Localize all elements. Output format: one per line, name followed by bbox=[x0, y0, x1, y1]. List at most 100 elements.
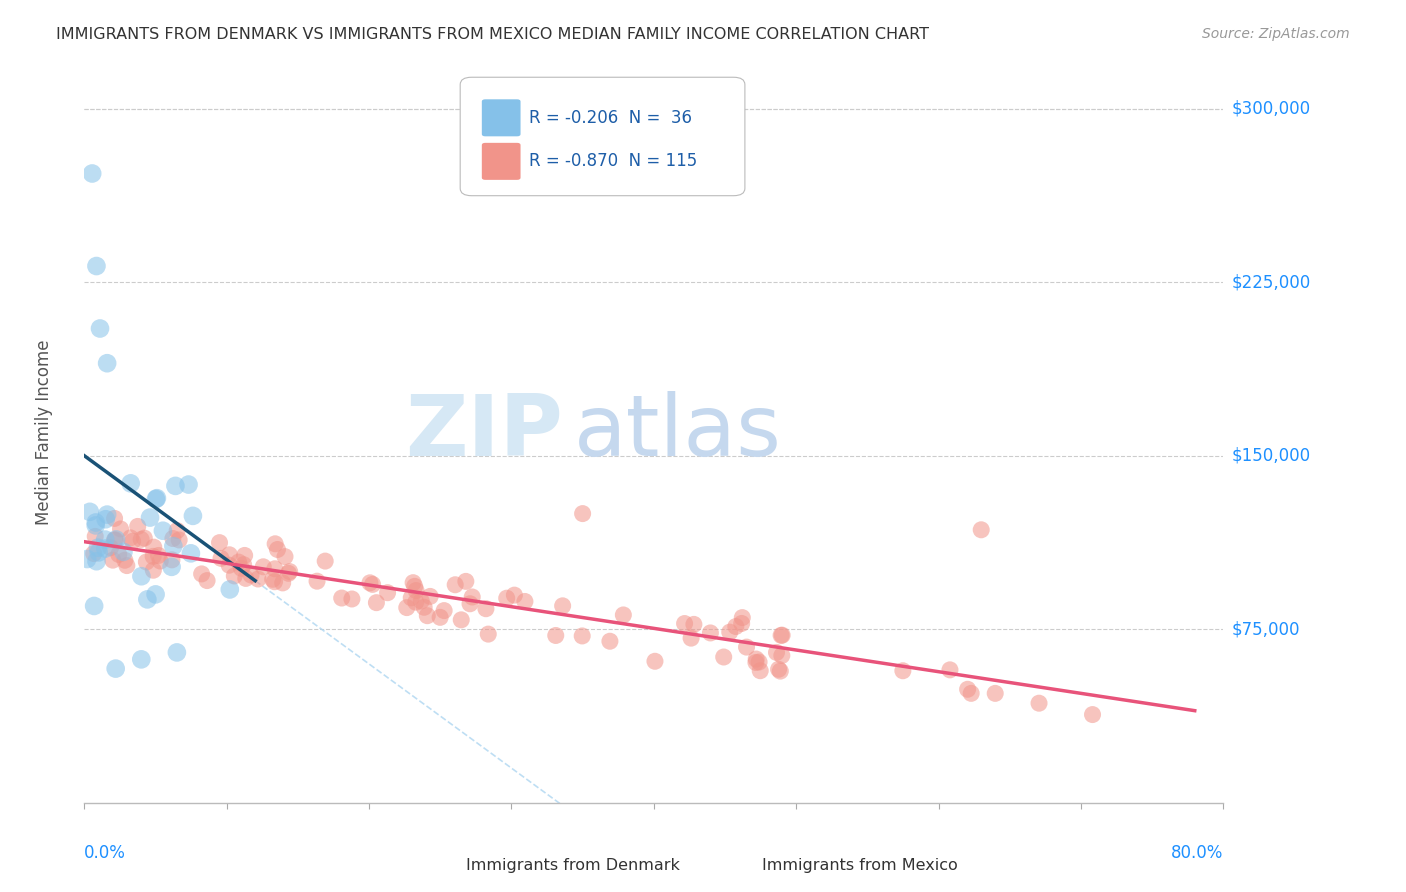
Point bbox=[231, 561, 253, 575]
Point bbox=[271, 575, 294, 590]
Point bbox=[477, 627, 499, 641]
Point bbox=[142, 540, 165, 554]
Point bbox=[644, 654, 666, 668]
FancyBboxPatch shape bbox=[482, 99, 520, 136]
Point bbox=[1028, 696, 1050, 710]
Point bbox=[146, 491, 169, 506]
Point bbox=[454, 574, 477, 589]
Point bbox=[330, 591, 353, 605]
Point bbox=[218, 548, 240, 562]
Point bbox=[89, 321, 111, 335]
Point bbox=[104, 533, 127, 547]
Point bbox=[110, 522, 132, 536]
Point bbox=[673, 616, 696, 631]
Text: $300,000: $300,000 bbox=[1232, 100, 1310, 118]
Point bbox=[458, 597, 481, 611]
Text: Source: ZipAtlas.com: Source: ZipAtlas.com bbox=[1202, 27, 1350, 41]
Point bbox=[377, 585, 399, 599]
Point bbox=[571, 629, 593, 643]
Point bbox=[571, 507, 593, 521]
Point bbox=[274, 549, 297, 564]
Point bbox=[121, 534, 143, 549]
Point bbox=[112, 545, 135, 559]
Point bbox=[135, 555, 157, 569]
Point bbox=[262, 572, 284, 586]
Point bbox=[718, 625, 741, 640]
Point bbox=[86, 554, 108, 568]
Point bbox=[104, 662, 127, 676]
Point bbox=[87, 545, 110, 559]
Point bbox=[94, 533, 117, 547]
Point bbox=[263, 562, 285, 576]
Point bbox=[405, 583, 427, 598]
Text: $150,000: $150,000 bbox=[1232, 447, 1310, 465]
Point bbox=[103, 511, 125, 525]
Point bbox=[142, 549, 165, 564]
Point bbox=[413, 600, 436, 615]
Text: R = -0.870  N = 115: R = -0.870 N = 115 bbox=[529, 153, 697, 170]
Text: atlas: atlas bbox=[574, 391, 782, 475]
Point bbox=[87, 541, 110, 555]
Point bbox=[960, 686, 983, 700]
Point bbox=[984, 686, 1007, 700]
Point bbox=[148, 549, 170, 563]
Text: IMMIGRANTS FROM DENMARK VS IMMIGRANTS FROM MEXICO MEDIAN FAMILY INCOME CORRELATI: IMMIGRANTS FROM DENMARK VS IMMIGRANTS FR… bbox=[56, 27, 929, 42]
Point bbox=[101, 553, 124, 567]
Point bbox=[247, 572, 270, 586]
Point bbox=[277, 566, 299, 581]
Point bbox=[84, 516, 107, 530]
Text: Median Family Income: Median Family Income bbox=[35, 340, 53, 525]
Point bbox=[136, 592, 159, 607]
Point bbox=[404, 579, 426, 593]
Text: 0.0%: 0.0% bbox=[84, 844, 127, 862]
Point bbox=[314, 554, 336, 568]
Point bbox=[544, 628, 567, 642]
Point bbox=[411, 594, 433, 608]
Point bbox=[180, 546, 202, 560]
FancyBboxPatch shape bbox=[418, 850, 460, 881]
Point bbox=[770, 628, 793, 642]
Point bbox=[76, 552, 98, 566]
Point bbox=[891, 664, 914, 678]
Point bbox=[209, 551, 232, 566]
Point bbox=[142, 563, 165, 577]
Point bbox=[139, 510, 162, 524]
Point bbox=[167, 533, 190, 547]
Point bbox=[100, 541, 122, 555]
Point bbox=[96, 508, 118, 522]
Point bbox=[235, 571, 257, 585]
Point bbox=[503, 588, 526, 602]
Point bbox=[433, 604, 456, 618]
Point bbox=[127, 519, 149, 533]
Point bbox=[699, 626, 721, 640]
Point bbox=[120, 476, 142, 491]
Point bbox=[444, 578, 467, 592]
Point bbox=[228, 555, 250, 569]
Point bbox=[513, 594, 536, 608]
Point bbox=[177, 477, 200, 491]
Point bbox=[79, 505, 101, 519]
Point bbox=[731, 616, 754, 631]
Point bbox=[340, 592, 363, 607]
Point bbox=[768, 662, 790, 676]
Point bbox=[83, 547, 105, 561]
Point bbox=[83, 599, 105, 613]
Point bbox=[770, 648, 793, 663]
Point bbox=[765, 645, 787, 659]
Point bbox=[181, 508, 204, 523]
Point bbox=[96, 356, 118, 370]
Point bbox=[405, 595, 427, 609]
Point bbox=[145, 491, 167, 506]
Point bbox=[770, 628, 793, 642]
Point bbox=[769, 664, 792, 678]
Point bbox=[166, 645, 188, 659]
Point bbox=[224, 569, 246, 583]
Point bbox=[195, 574, 218, 588]
Point bbox=[218, 582, 240, 597]
Point bbox=[939, 663, 962, 677]
Point bbox=[495, 591, 517, 606]
Point bbox=[145, 587, 167, 601]
Point bbox=[129, 533, 152, 547]
FancyBboxPatch shape bbox=[482, 143, 520, 180]
Point bbox=[395, 600, 418, 615]
